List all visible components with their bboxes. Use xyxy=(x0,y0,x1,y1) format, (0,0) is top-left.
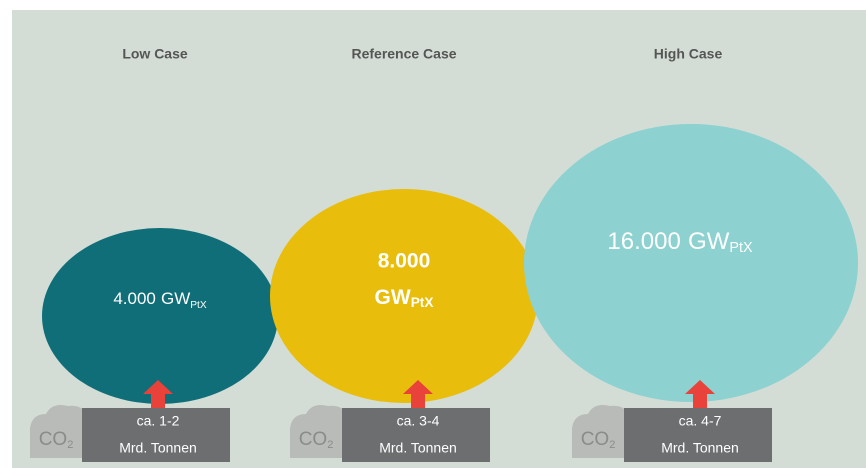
unit-sub: PtX xyxy=(729,240,753,256)
co2-box xyxy=(624,408,772,462)
co2-range: ca. 4-7 xyxy=(679,413,722,429)
unit: GW xyxy=(161,289,190,308)
case-unit: GWPtX xyxy=(375,286,434,310)
co2-cloud xyxy=(572,405,630,458)
co2-label: CO2 xyxy=(39,429,74,451)
co2-cloud xyxy=(290,405,348,458)
case-circle xyxy=(42,228,278,404)
case-circle xyxy=(524,124,858,402)
co2-cloud xyxy=(30,405,88,458)
co2-box xyxy=(82,408,230,462)
unit: GW xyxy=(375,286,411,309)
co2-range: ca. 3-4 xyxy=(397,413,440,429)
case-title: High Case xyxy=(654,46,723,62)
case-circle xyxy=(270,189,538,403)
co2-text: CO xyxy=(39,429,68,450)
co2-unit: Mrd. Tonnen xyxy=(661,440,739,456)
case-title: Reference Case xyxy=(351,46,456,62)
co2-text: CO xyxy=(299,429,328,450)
co2-label: CO2 xyxy=(299,429,334,451)
co2-unit: Mrd. Tonnen xyxy=(119,440,197,456)
co2-sub: 2 xyxy=(327,439,333,451)
case-value: 4.000 GWPtX xyxy=(113,289,207,310)
value: 16.000 xyxy=(607,228,680,255)
value: 4.000 xyxy=(113,289,156,308)
arrow xyxy=(403,380,433,410)
unit-sub: PtX xyxy=(411,295,434,310)
arrow xyxy=(143,380,173,410)
co2-box xyxy=(342,408,490,462)
unit-sub: PtX xyxy=(190,300,207,311)
case-value: 8.000 xyxy=(378,250,431,273)
case-value: 16.000 GWPtX xyxy=(607,228,753,255)
co2-text: CO xyxy=(581,429,610,450)
co2-sub: 2 xyxy=(609,439,615,451)
co2-unit: Mrd. Tonnen xyxy=(379,440,457,456)
co2-sub: 2 xyxy=(67,439,73,451)
case-title: Low Case xyxy=(122,46,188,62)
co2-range: ca. 1-2 xyxy=(137,413,180,429)
co2-label: CO2 xyxy=(581,429,616,451)
unit: GW xyxy=(688,228,730,255)
arrow xyxy=(685,380,715,410)
